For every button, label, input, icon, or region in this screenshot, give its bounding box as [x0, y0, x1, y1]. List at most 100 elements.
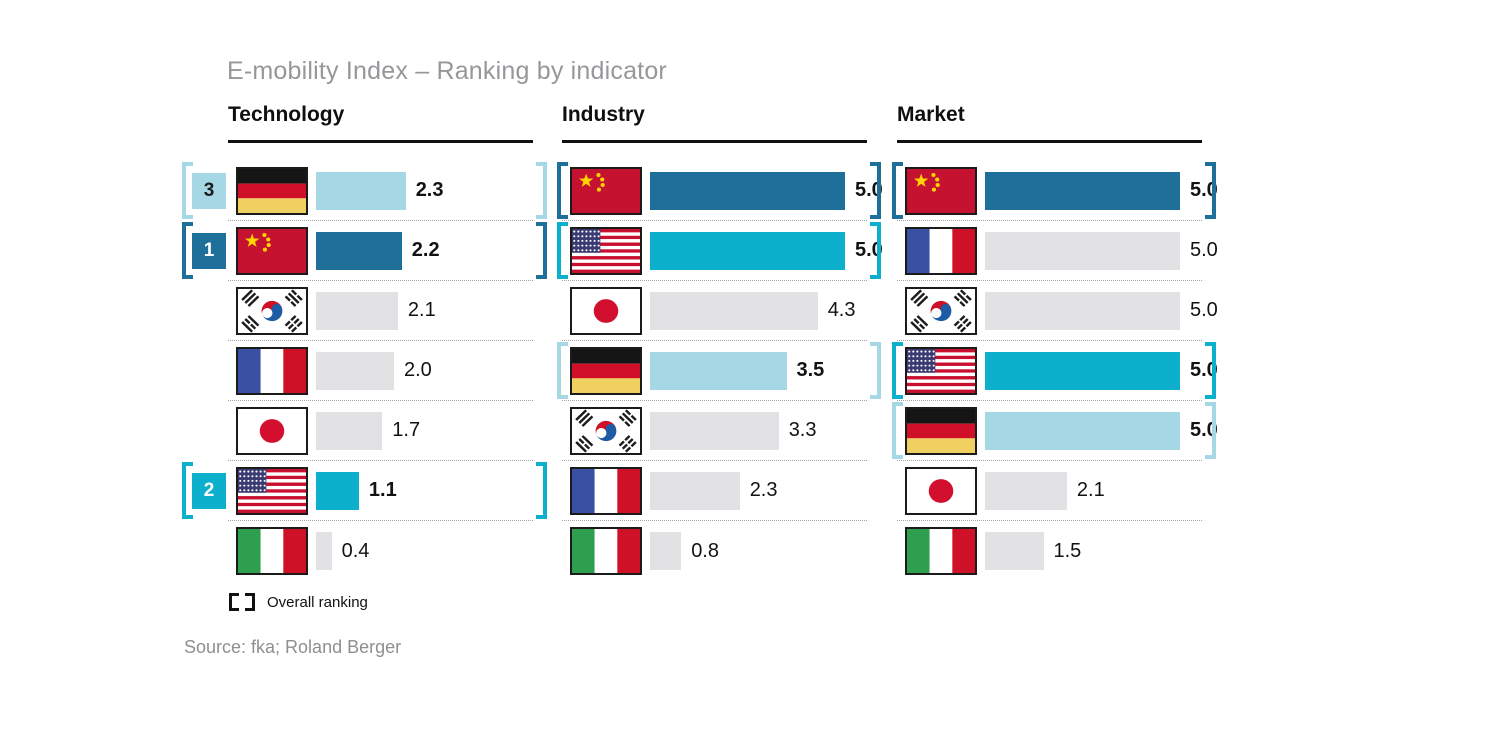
column-header-market: Market	[897, 103, 1202, 143]
row-industry-south-korea: 3.3	[562, 401, 867, 461]
column-technology: Technology 3 2.3 1 2.2 2.1 2.0 1.7 2 1.1 0.4	[182, 103, 547, 581]
score-bar	[650, 231, 845, 270]
row-market-france: 5.0	[897, 221, 1218, 281]
overall-ranking-bracket-right	[536, 162, 547, 219]
overall-ranking-bracket-right	[870, 222, 881, 279]
flag-italy-icon	[570, 527, 642, 575]
rows-industry: 5.0 5.0 4.3 3.5 3.3 2.3 0.8	[557, 161, 883, 581]
overall-ranking-bracket-left	[557, 342, 568, 399]
overall-ranking-bracket-right	[1205, 342, 1216, 399]
row-market-germany: 5.0	[892, 401, 1218, 461]
score-bar	[650, 291, 818, 330]
row-technology-usa: 2 1.1	[182, 461, 547, 521]
row-technology-germany: 3 2.3	[182, 161, 547, 221]
overall-ranking-bracket-right	[1205, 402, 1216, 459]
row-industry-japan: 4.3	[562, 281, 867, 341]
score-value: 1.7	[392, 419, 421, 441]
score-value: 0.4	[341, 539, 370, 562]
column-header-industry: Industry	[562, 103, 867, 143]
rank-badge: 1	[192, 233, 226, 269]
score-value: 5.0	[855, 179, 883, 201]
overall-ranking-bracket-left	[892, 162, 903, 219]
score-bar	[650, 351, 787, 390]
flag-china-icon	[570, 166, 642, 215]
score-value: 2.2	[411, 239, 440, 261]
flag-japan-icon	[570, 286, 642, 335]
rows-technology: 3 2.3 1 2.2 2.1 2.0 1.7 2 1.1 0.4	[182, 161, 547, 581]
score-value: 4.3	[827, 299, 856, 321]
row-technology-italy: 0.4	[228, 521, 533, 581]
score-value: 0.8	[691, 539, 719, 562]
score-bar	[985, 351, 1180, 390]
score-bar	[316, 532, 332, 570]
score-value: 5.0	[1190, 299, 1218, 321]
flag-usa-icon	[570, 226, 642, 275]
score-value: 2.3	[415, 179, 444, 201]
overall-ranking-bracket-right	[870, 342, 881, 399]
score-bar	[985, 532, 1044, 570]
score-bar	[985, 471, 1067, 510]
row-industry-china: 5.0	[557, 161, 883, 221]
score-bar	[985, 411, 1180, 450]
score-value: 5.0	[1190, 179, 1218, 201]
legend-label: Overall ranking	[267, 593, 368, 611]
flag-japan-icon	[905, 466, 977, 515]
flag-italy-icon	[236, 527, 308, 575]
score-value: 5.0	[1190, 359, 1218, 381]
score-value: 5.0	[1190, 419, 1218, 441]
score-bar	[650, 471, 740, 510]
flag-france-icon	[236, 346, 308, 395]
row-industry-italy: 0.8	[562, 521, 867, 581]
score-bar	[316, 231, 402, 270]
overall-ranking-bracket-left	[557, 162, 568, 219]
score-value: 2.0	[404, 359, 432, 381]
score-value: 5.0	[855, 239, 883, 261]
row-market-italy: 1.5	[897, 521, 1202, 581]
score-value: 3.5	[796, 359, 825, 381]
flag-germany-icon	[236, 166, 308, 215]
flag-south-korea-icon	[570, 406, 642, 455]
score-value: 1.1	[368, 479, 397, 501]
overall-ranking-bracket-right	[536, 222, 547, 279]
row-industry-france: 2.3	[562, 461, 867, 521]
overall-ranking-bracket-right	[1205, 162, 1216, 219]
row-technology-south-korea: 2.1	[228, 281, 533, 341]
score-bar	[650, 411, 779, 450]
flag-south-korea-icon	[905, 286, 977, 335]
overall-ranking-bracket-right	[870, 162, 881, 219]
score-value: 2.1	[407, 299, 436, 321]
flag-south-korea-icon	[236, 286, 308, 335]
row-market-japan: 2.1	[897, 461, 1202, 521]
row-industry-usa: 5.0	[557, 221, 883, 281]
row-market-south-korea: 5.0	[897, 281, 1218, 341]
chart-title: E-mobility Index – Ranking by indicator	[227, 57, 667, 85]
overall-ranking-bracket-left	[892, 342, 903, 399]
bracket-close-icon	[245, 593, 255, 611]
overall-ranking-legend: Overall ranking	[229, 593, 368, 611]
rows-market: 5.0 5.0 5.0 5.0 5.0 2.1 1.5	[892, 161, 1218, 581]
flag-usa-icon	[236, 466, 308, 515]
source-note: Source: fka; Roland Berger	[184, 637, 402, 657]
score-value: 1.5	[1053, 539, 1082, 562]
overall-ranking-bracket-left	[182, 462, 193, 519]
flag-china-icon	[905, 166, 977, 215]
score-value: 5.0	[1190, 239, 1218, 261]
score-bar	[316, 291, 398, 330]
score-bar	[650, 171, 845, 210]
score-bar	[985, 171, 1180, 210]
bracket-open-icon	[229, 593, 239, 611]
overall-ranking-bracket-left	[182, 162, 193, 219]
flag-germany-icon	[570, 346, 642, 395]
rank-badge: 3	[192, 173, 226, 209]
flag-germany-icon	[905, 406, 977, 455]
score-value: 2.1	[1076, 479, 1105, 501]
flag-italy-icon	[905, 527, 977, 575]
overall-ranking-bracket-right	[536, 462, 547, 519]
column-market: Market 5.0 5.0 5.0 5.0 5.0 2.1 1.5	[892, 103, 1218, 581]
flag-usa-icon	[905, 346, 977, 395]
flag-france-icon	[905, 226, 977, 275]
overall-ranking-bracket-left	[892, 402, 903, 459]
flag-france-icon	[570, 466, 642, 515]
row-technology-china: 1 2.2	[182, 221, 547, 281]
